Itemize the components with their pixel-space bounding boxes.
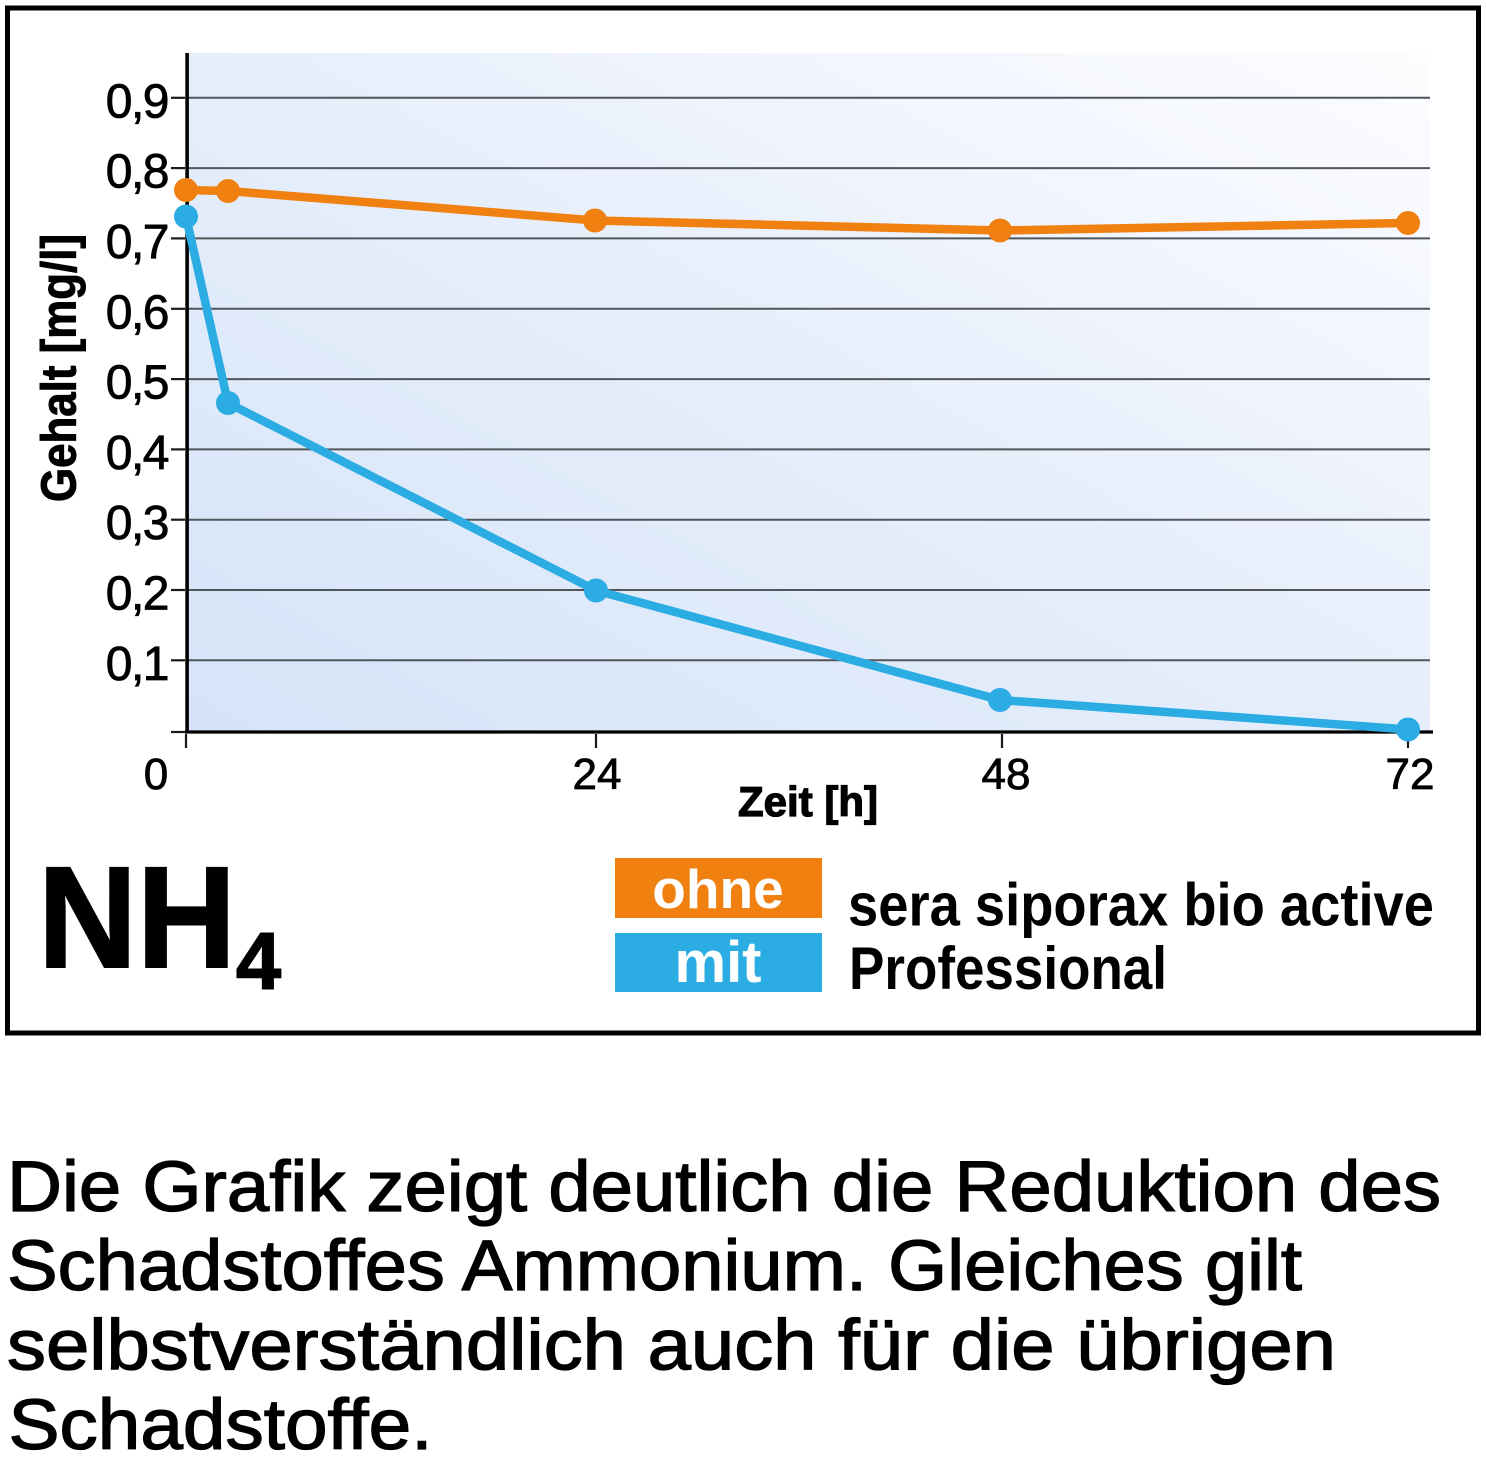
svg-text:mit: mit <box>675 930 762 995</box>
svg-text:24: 24 <box>573 750 622 799</box>
svg-text:0,2: 0,2 <box>106 568 168 621</box>
svg-text:Schadstoffe.: Schadstoffe. <box>9 1386 433 1465</box>
svg-text:0,3: 0,3 <box>106 497 168 550</box>
svg-text:Zeit [h]: Zeit [h] <box>738 778 878 825</box>
svg-text:0,4: 0,4 <box>106 427 169 480</box>
svg-text:0,9: 0,9 <box>106 75 168 128</box>
svg-text:Gehalt [mg/l]: Gehalt [mg/l] <box>33 234 87 502</box>
svg-text:Die Grafik zeigt deutlich die: Die Grafik zeigt deutlich die Reduktion … <box>7 1148 1441 1227</box>
svg-text:Professional: Professional <box>849 935 1167 1002</box>
svg-text:72: 72 <box>1386 750 1435 799</box>
svg-text:sera siporax bio active: sera siporax bio active <box>848 872 1434 939</box>
svg-text:NH: NH <box>38 837 236 998</box>
svg-text:selbstverständlich auch für di: selbstverständlich auch für die übrigen <box>7 1307 1336 1386</box>
svg-text:0,1: 0,1 <box>106 638 168 691</box>
svg-text:0,8: 0,8 <box>106 146 168 199</box>
svg-text:Schadstoffes Ammonium. Gleiche: Schadstoffes Ammonium. Gleiches gilt <box>7 1227 1302 1306</box>
svg-text:0: 0 <box>144 750 168 799</box>
svg-text:0,5: 0,5 <box>106 357 168 410</box>
svg-text:48: 48 <box>982 750 1031 799</box>
svg-text:4: 4 <box>236 917 281 1007</box>
svg-text:0,6: 0,6 <box>106 286 168 339</box>
svg-text:ohne: ohne <box>652 858 783 920</box>
svg-text:0,7: 0,7 <box>106 216 168 269</box>
